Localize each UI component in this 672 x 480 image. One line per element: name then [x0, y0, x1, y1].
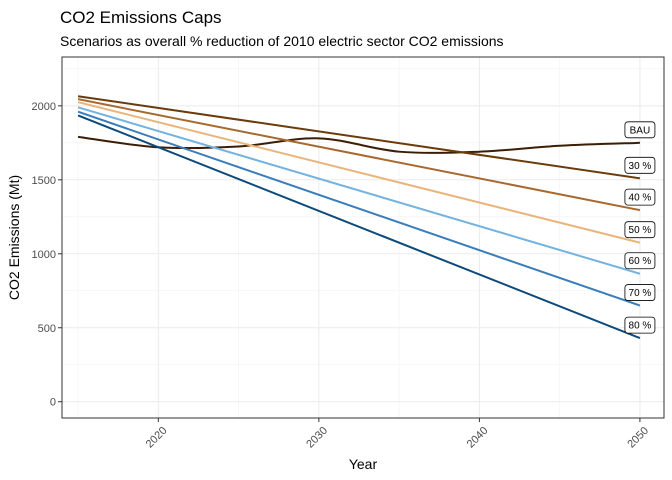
x-tick-label: 2030: [304, 425, 330, 451]
series-label-text: BAU: [630, 125, 651, 136]
plot-panel-border: [61, 56, 665, 419]
series-label-text: 40 %: [629, 193, 652, 204]
series-end-label: 40 %: [624, 188, 656, 206]
series-label-box: [624, 252, 656, 270]
y-tick-label: 1500: [32, 175, 56, 187]
series-end-label: 50 %: [624, 221, 656, 239]
series-label-box: [624, 121, 656, 139]
series-label-box: [624, 221, 656, 239]
y-tick-label: 500: [38, 323, 56, 335]
series-labels: BAU 30 % 40 % 50 % 60 % 70 % 80 %: [624, 121, 656, 334]
series-end-label: BAU: [624, 121, 656, 139]
series-line-80: [77, 114, 641, 340]
series-end-label: 70 %: [624, 284, 656, 301]
series-label-box: [624, 156, 656, 174]
series-label-box: [624, 284, 656, 301]
series-label-text: 80 %: [629, 321, 652, 332]
chart-title: CO2 Emissions Caps: [60, 8, 222, 27]
x-tick-label: 2050: [625, 425, 651, 451]
chart-subtitle: Scenarios as overall % reduction of 2010…: [60, 33, 504, 49]
axes: 0 500 1000 1500 2000 2020 2030 2040 2050: [32, 101, 652, 451]
y-tick-label: 0: [50, 397, 56, 409]
series-lines: [77, 95, 641, 340]
series-label-box: [624, 188, 656, 206]
y-tick-label: 2000: [32, 101, 56, 113]
series-end-label: 60 %: [624, 252, 656, 270]
series-line-50: [77, 101, 641, 244]
series-line-bau: [77, 135, 640, 154]
x-tick-label: 2040: [465, 425, 491, 451]
y-axis-title: CO2 Emissions (Mt): [6, 175, 22, 300]
series-line-60: [77, 106, 641, 275]
grid: [62, 57, 664, 418]
series-label-text: 60 %: [629, 256, 652, 267]
series-label-text: 50 %: [629, 225, 652, 236]
y-tick-label: 1000: [32, 249, 56, 261]
series-line-40: [77, 98, 641, 212]
series-label-text: 70 %: [629, 288, 652, 299]
series-line-30: [77, 95, 641, 180]
series-label-box: [624, 316, 656, 334]
series-line-70: [77, 110, 641, 307]
series-end-label: 80 %: [624, 316, 656, 334]
series-end-label: 30 %: [624, 156, 656, 174]
series-label-text: 30 %: [629, 161, 652, 172]
x-tick-label: 2020: [144, 425, 170, 451]
x-axis-title: Year: [349, 456, 378, 472]
